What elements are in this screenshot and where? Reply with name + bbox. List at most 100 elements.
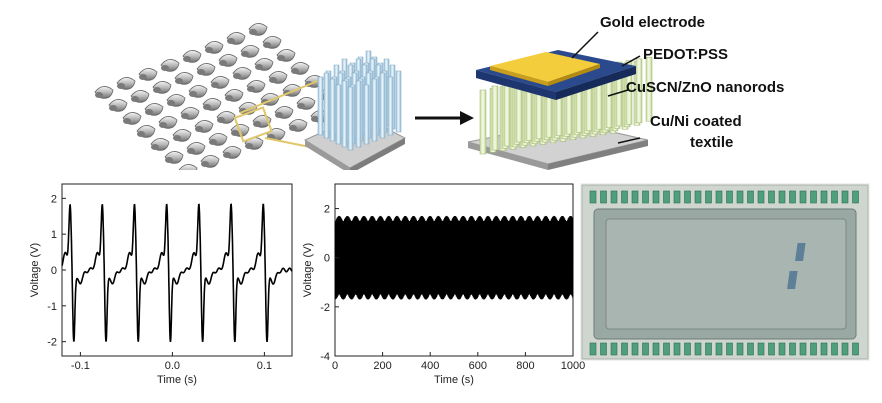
lcd-pin xyxy=(778,342,786,356)
nanorod xyxy=(503,81,511,147)
lcd-pin xyxy=(852,190,859,204)
plot-frame xyxy=(61,183,293,357)
nanorod xyxy=(329,78,336,142)
weave-pattern xyxy=(94,23,352,170)
y-tick-label: 0 xyxy=(324,253,330,265)
lcd-pin xyxy=(610,342,618,356)
lcd-pin xyxy=(789,342,796,356)
lcd-display-photo xyxy=(580,183,870,361)
right-arrow-icon xyxy=(415,111,474,125)
nanorod xyxy=(625,60,633,125)
y-axis-label: Voltage (V) xyxy=(302,243,314,297)
nanorod xyxy=(355,80,362,148)
nanorod xyxy=(317,76,324,136)
lcd-pin xyxy=(799,342,807,356)
nanorod xyxy=(335,84,342,145)
lcd-segment-top xyxy=(795,243,806,261)
lcd-pin xyxy=(810,342,817,356)
lcd-pin xyxy=(663,190,670,204)
lcd-pin xyxy=(652,190,660,204)
y-tick-label: -1 xyxy=(47,301,57,313)
lcd-pins-top xyxy=(589,190,859,204)
y-tick-label: -2 xyxy=(320,302,330,314)
lcd-pin xyxy=(726,342,733,356)
lcd-pin xyxy=(852,342,859,356)
label-nanorods: CuSCN/ZnO nanorods xyxy=(626,79,785,96)
label-gold-electrode: Gold electrode xyxy=(600,14,706,31)
lcd-pin xyxy=(673,190,681,204)
nanorod xyxy=(395,70,402,133)
x-tick-label: 800 xyxy=(516,360,534,372)
label-pedot-pss: PEDOT:PSS xyxy=(643,46,729,63)
nanorod xyxy=(635,58,643,124)
nanorod-array xyxy=(303,50,407,170)
nanorod xyxy=(491,85,499,151)
lcd-pin xyxy=(652,342,660,356)
x-tick-label: -0.1 xyxy=(71,360,90,372)
x-tick-label: 0 xyxy=(332,360,338,372)
lcd-pin xyxy=(589,342,597,356)
nanorod xyxy=(371,78,378,142)
x-axis-label: Time (s) xyxy=(434,374,474,386)
lcd-pin xyxy=(684,342,691,356)
x-axis-label: Time (s) xyxy=(157,374,197,386)
lcd-pin xyxy=(789,190,796,204)
lcd-pin xyxy=(705,342,712,356)
lcd-pin xyxy=(736,190,744,204)
lcd-pin xyxy=(778,190,786,204)
lcd-pin xyxy=(631,342,639,356)
lcd-pin xyxy=(757,342,765,356)
label-textile-line2: textile xyxy=(690,134,734,151)
voltage-time-chart-1: -0.1 0.0 0.1 2 1 0 -1 -2 Time (s) Voltage (V) xyxy=(29,183,293,386)
nanorod xyxy=(323,72,330,139)
y-tick-label: 2 xyxy=(51,193,57,205)
lcd-pin xyxy=(610,190,618,204)
y-tick-label: 0 xyxy=(51,265,57,277)
lcd-segment-bottom xyxy=(787,271,798,289)
lcd-pin xyxy=(726,190,733,204)
lcd-pin xyxy=(831,342,838,356)
x-tick-label: 1000 xyxy=(561,360,585,372)
lcd-pin xyxy=(768,190,775,204)
lcd-pin xyxy=(631,190,639,204)
lcd-pin xyxy=(694,342,702,356)
lcd-pin xyxy=(820,342,828,356)
y-tick-label: 1 xyxy=(51,229,57,241)
x-tick-label: 200 xyxy=(373,360,391,372)
label-textile-line1: Cu/Ni coated xyxy=(650,113,742,130)
nanorod xyxy=(347,86,354,151)
lcd-pin xyxy=(820,190,828,204)
nanorod xyxy=(645,56,653,122)
nanorod xyxy=(363,84,370,145)
lcd-pin xyxy=(715,190,723,204)
lcd-pin xyxy=(841,190,849,204)
y-tick-label: 2 xyxy=(324,204,330,216)
voltage-time-chart-2: 0 200 400 600 800 1000 2 0 -2 -4 Time (s) Voltage (… xyxy=(302,183,585,386)
lcd-pin xyxy=(600,342,607,356)
lcd-pin xyxy=(673,342,681,356)
lcd-pin xyxy=(715,342,723,356)
fiber-loop xyxy=(178,164,198,170)
nanorod xyxy=(387,76,394,136)
lcd-pin xyxy=(747,190,754,204)
lcd-pin xyxy=(841,342,849,356)
lcd-pin xyxy=(747,342,754,356)
lcd-pin xyxy=(589,190,597,204)
lcd-pin xyxy=(705,190,712,204)
lcd-pin xyxy=(621,342,628,356)
y-tick-label: -4 xyxy=(320,351,330,363)
x-tick-label: 0.1 xyxy=(257,360,272,372)
lcd-pin xyxy=(600,190,607,204)
nanorod xyxy=(341,80,348,148)
lcd-pin xyxy=(736,342,744,356)
y-axis-label: Voltage (V) xyxy=(29,243,41,297)
device-stack xyxy=(467,50,653,170)
lcd-pin xyxy=(684,190,691,204)
nanorod xyxy=(379,72,386,139)
lcd-pin xyxy=(694,190,702,204)
y-tick-label: -2 xyxy=(47,337,57,349)
lcd-pin xyxy=(621,190,628,204)
nanorod xyxy=(479,89,487,155)
lcd-pin xyxy=(642,190,649,204)
x-tick-label: 0.0 xyxy=(165,360,180,372)
